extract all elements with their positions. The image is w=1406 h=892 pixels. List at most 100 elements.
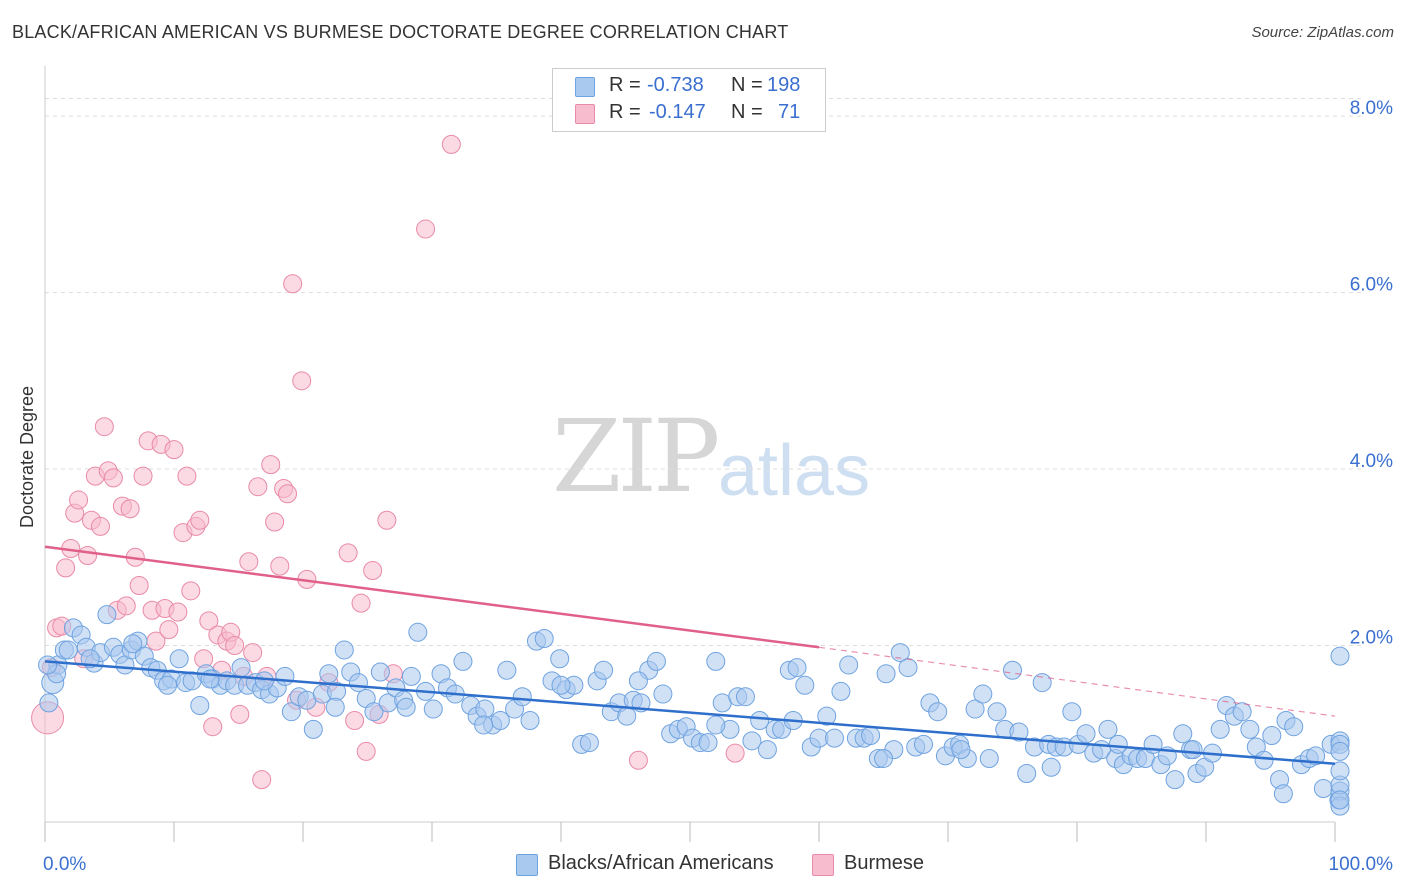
blacks-point <box>1240 719 1260 739</box>
burmese-point <box>103 468 123 488</box>
burmese-point <box>181 581 201 601</box>
blacks-point <box>594 660 614 680</box>
burmese-point <box>129 576 149 596</box>
blacks-point <box>898 658 918 678</box>
blacks-point <box>787 658 807 678</box>
burmese-point <box>363 561 383 581</box>
blacks-swatch-icon <box>575 77 595 97</box>
burmese-point <box>248 477 268 497</box>
correlation-legend: R = -0.738 N = 198 R = -0.147 N = 71 <box>552 68 826 132</box>
watermark-zip: ZIP <box>552 398 720 515</box>
burmese-point <box>416 219 436 239</box>
blacks-point <box>757 740 777 760</box>
blacks-point <box>831 681 851 701</box>
r-value: -0.147 <box>649 101 706 123</box>
burmese-point <box>230 704 250 724</box>
burmese-point <box>345 711 365 731</box>
blacks-point <box>824 728 844 748</box>
burmese-point <box>292 371 312 391</box>
blacks-point <box>550 649 570 669</box>
blacks-point <box>1173 724 1193 744</box>
blacks-point <box>1330 646 1350 666</box>
blacks-point <box>742 731 762 751</box>
burmese-point <box>270 556 290 576</box>
burmese-point <box>278 484 298 504</box>
blacks-point <box>534 628 554 648</box>
blacks-point <box>1273 784 1293 804</box>
blacks-point <box>1017 763 1037 783</box>
blacks-point <box>1076 724 1096 744</box>
burmese-point <box>190 510 210 530</box>
legend-row-blacks: R = -0.738 N = 198 <box>553 73 825 101</box>
blacks-point <box>839 655 859 675</box>
blacks-point <box>497 660 517 680</box>
burmese-point <box>628 750 648 770</box>
blacks-point <box>1009 722 1029 742</box>
burmese-point <box>243 643 263 663</box>
blacks-point <box>325 697 345 717</box>
blacks-point <box>987 702 1007 722</box>
blacks-point <box>706 651 726 671</box>
blacks-point <box>1262 726 1282 746</box>
blacks-point <box>1313 778 1333 798</box>
burmese-trend-extension <box>818 646 1336 717</box>
burmese-point <box>252 770 272 790</box>
r-value: -0.738 <box>647 74 704 96</box>
blacks-point <box>1183 740 1203 760</box>
blacks-point <box>1108 734 1128 754</box>
burmese-legend-swatch-icon <box>812 854 834 876</box>
burmese-point <box>338 543 358 563</box>
burmese-point <box>225 636 245 656</box>
blacks-point <box>348 673 368 693</box>
blacks-point <box>1284 717 1304 737</box>
blacks-point <box>200 669 220 689</box>
source-label: Source: ZipAtlas.com <box>1251 24 1394 41</box>
y-tick-label: 8.0% <box>1350 98 1393 119</box>
n-value: 71 <box>778 101 801 123</box>
y-axis-label: Doctorate Degree <box>17 386 37 528</box>
burmese-point <box>168 602 188 622</box>
blacks-point <box>795 675 815 695</box>
burmese-point <box>199 611 219 631</box>
blacks-point <box>551 675 571 695</box>
burmese-point <box>351 593 371 613</box>
burmese-point <box>725 743 745 763</box>
blacks-point <box>928 702 948 722</box>
blacks-point <box>874 748 893 768</box>
blacks-point <box>364 702 384 722</box>
blacks-point <box>1003 660 1022 680</box>
n-label: N = <box>731 101 763 123</box>
trend-lines <box>44 545 1336 766</box>
blacks-point <box>475 699 495 719</box>
chart-title: BLACK/AFRICAN AMERICAN VS BURMESE DOCTOR… <box>12 22 789 42</box>
blacks-point <box>1210 719 1230 739</box>
legend-item-blacks: Blacks/African Americans <box>516 852 786 876</box>
blacks-point <box>474 715 494 735</box>
blacks-point <box>396 697 416 717</box>
burmese-point <box>441 134 461 154</box>
blacks-point <box>1062 702 1082 722</box>
blacks-point <box>979 748 999 768</box>
burmese-trend-line <box>44 545 820 649</box>
burmese-point <box>116 596 136 616</box>
x-tick-label: 0.0% <box>43 854 86 875</box>
legend-row-burmese: R = -0.147 N = 71 <box>553 100 825 128</box>
blacks-point <box>281 702 301 722</box>
blacks-point <box>1330 761 1350 781</box>
burmese-point <box>78 546 98 566</box>
blacks-trend-line <box>44 660 1336 766</box>
blacks-point <box>646 651 666 671</box>
burmese-point <box>94 417 114 437</box>
burmese-point <box>120 499 140 519</box>
watermark-atlas: atlas <box>718 431 871 511</box>
blacks-point <box>973 684 993 704</box>
blacks-point <box>1330 741 1350 761</box>
burmese-point <box>356 741 376 761</box>
blacks-point <box>453 651 473 671</box>
blacks-point <box>520 711 540 731</box>
blacks-legend-swatch-icon <box>516 854 538 876</box>
burmese-point <box>159 620 179 640</box>
blacks-point <box>698 733 718 753</box>
blacks-point <box>512 687 532 707</box>
